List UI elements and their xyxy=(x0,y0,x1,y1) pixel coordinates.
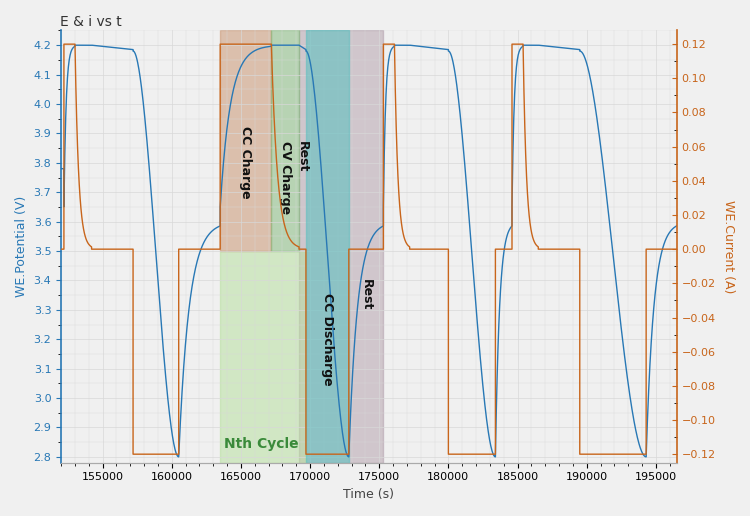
Text: CC Charge: CC Charge xyxy=(239,126,252,199)
Bar xyxy=(306,30,349,463)
Bar xyxy=(220,251,306,463)
Bar xyxy=(299,30,383,463)
Text: CV Charge: CV Charge xyxy=(279,141,292,214)
Text: CC Discharge: CC Discharge xyxy=(321,293,334,385)
Y-axis label: WE.Current (A): WE.Current (A) xyxy=(722,200,735,293)
Bar xyxy=(272,30,299,251)
Y-axis label: WE.Potential (V): WE.Potential (V) xyxy=(15,196,28,297)
Text: Nth Cycle: Nth Cycle xyxy=(224,437,299,451)
Text: Rest: Rest xyxy=(296,141,309,173)
X-axis label: Time (s): Time (s) xyxy=(344,488,394,501)
Bar xyxy=(220,30,272,251)
Text: E & i vs t: E & i vs t xyxy=(60,15,122,29)
Text: Rest: Rest xyxy=(359,280,373,311)
